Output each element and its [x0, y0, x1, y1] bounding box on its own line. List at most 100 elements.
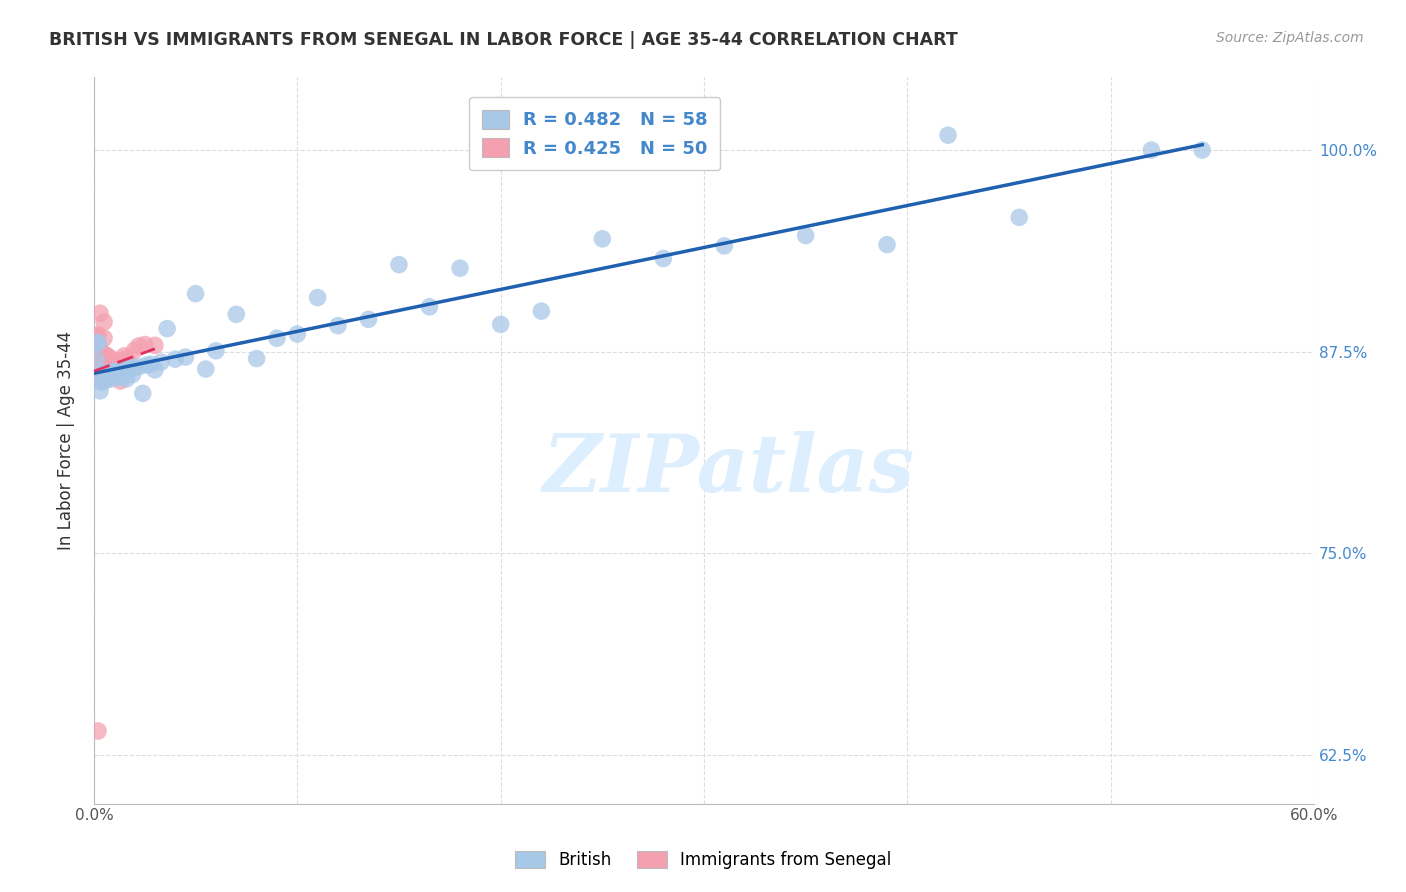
- Legend: British, Immigrants from Senegal: British, Immigrants from Senegal: [505, 841, 901, 880]
- Point: [87, 343, 110, 358]
- Point: [89, 374, 111, 388]
- Point: [307, 291, 329, 305]
- Point: [83, 358, 105, 372]
- Point: [83, 348, 105, 362]
- Point: [120, 361, 142, 376]
- Point: [94, 348, 117, 362]
- Point: [165, 352, 187, 367]
- Point: [128, 359, 150, 374]
- Point: [107, 370, 129, 384]
- Point: [194, 362, 217, 376]
- Point: [94, 361, 117, 376]
- Point: [418, 300, 440, 314]
- Point: [89, 351, 111, 366]
- Point: [91, 349, 114, 363]
- Point: [93, 367, 115, 381]
- Point: [103, 352, 125, 367]
- Point: [89, 384, 111, 398]
- Point: [97, 350, 120, 364]
- Point: [1140, 143, 1163, 157]
- Point: [89, 342, 111, 356]
- Point: [91, 376, 114, 390]
- Point: [87, 724, 110, 739]
- Point: [101, 366, 124, 380]
- Point: [134, 337, 156, 351]
- Point: [111, 369, 134, 384]
- Point: [120, 359, 142, 373]
- Point: [87, 327, 110, 342]
- Point: [89, 374, 111, 388]
- Point: [98, 360, 121, 375]
- Point: [89, 306, 111, 320]
- Point: [91, 360, 114, 375]
- Point: [101, 358, 124, 372]
- Point: [652, 252, 675, 266]
- Point: [115, 372, 138, 386]
- Point: [83, 342, 105, 356]
- Point: [449, 261, 471, 276]
- Point: [174, 350, 197, 364]
- Point: [83, 358, 105, 372]
- Point: [388, 258, 411, 272]
- Point: [246, 351, 269, 366]
- Point: [117, 362, 139, 376]
- Point: [121, 368, 143, 382]
- Point: [87, 335, 110, 350]
- Point: [285, 326, 308, 341]
- Point: [87, 335, 110, 350]
- Point: [103, 365, 125, 379]
- Point: [124, 360, 146, 375]
- Point: [93, 369, 115, 384]
- Point: [87, 337, 110, 351]
- Point: [97, 362, 120, 376]
- Y-axis label: In Labor Force | Age 35-44: In Labor Force | Age 35-44: [58, 331, 75, 550]
- Point: [93, 347, 115, 361]
- Point: [266, 331, 288, 345]
- Point: [84, 343, 107, 357]
- Point: [84, 352, 107, 367]
- Point: [143, 363, 166, 377]
- Point: [139, 357, 162, 371]
- Point: [101, 365, 124, 379]
- Text: BRITISH VS IMMIGRANTS FROM SENEGAL IN LABOR FORCE | AGE 35-44 CORRELATION CHART: BRITISH VS IMMIGRANTS FROM SENEGAL IN LA…: [49, 31, 957, 49]
- Point: [1008, 211, 1031, 225]
- Point: [713, 239, 735, 253]
- Point: [143, 338, 166, 352]
- Point: [105, 362, 128, 376]
- Point: [489, 318, 512, 332]
- Point: [98, 368, 121, 383]
- Point: [936, 128, 959, 143]
- Point: [115, 351, 138, 366]
- Point: [97, 370, 120, 384]
- Point: [1191, 143, 1213, 157]
- Point: [87, 353, 110, 368]
- Point: [591, 232, 613, 246]
- Point: [103, 364, 125, 378]
- Point: [97, 366, 120, 380]
- Point: [184, 286, 207, 301]
- Point: [128, 339, 150, 353]
- Point: [124, 343, 146, 358]
- Point: [83, 358, 105, 372]
- Point: [156, 321, 179, 335]
- Legend: R = 0.482   N = 58, R = 0.425   N = 50: R = 0.482 N = 58, R = 0.425 N = 50: [470, 97, 720, 170]
- Point: [91, 366, 114, 380]
- Point: [357, 312, 380, 326]
- Point: [326, 318, 349, 333]
- Point: [83, 328, 105, 343]
- Point: [94, 373, 117, 387]
- Point: [110, 374, 132, 388]
- Point: [114, 362, 136, 376]
- Point: [135, 358, 157, 372]
- Point: [132, 386, 155, 401]
- Point: [89, 362, 111, 376]
- Point: [93, 367, 115, 381]
- Point: [105, 364, 128, 378]
- Point: [93, 315, 115, 329]
- Point: [94, 372, 117, 386]
- Text: ZIPatlas: ZIPatlas: [543, 431, 914, 508]
- Point: [91, 372, 114, 386]
- Point: [107, 359, 129, 374]
- Point: [876, 237, 898, 252]
- Point: [93, 331, 115, 345]
